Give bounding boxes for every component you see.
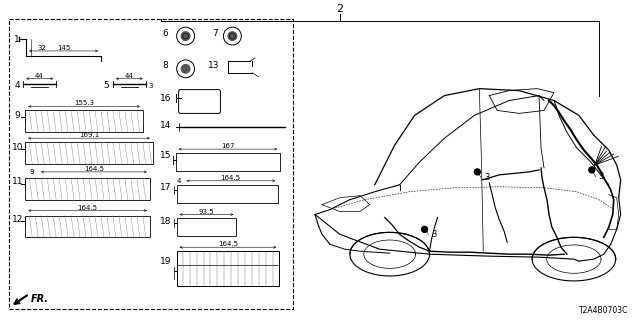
Text: 3: 3 bbox=[484, 173, 490, 182]
Text: 2: 2 bbox=[337, 4, 344, 14]
Text: 16: 16 bbox=[160, 94, 172, 103]
Text: 3: 3 bbox=[431, 230, 437, 239]
Text: 3: 3 bbox=[599, 172, 604, 181]
Text: 5: 5 bbox=[103, 81, 109, 90]
Text: 10: 10 bbox=[12, 143, 23, 152]
Text: 164.5: 164.5 bbox=[77, 204, 97, 211]
Text: 4: 4 bbox=[177, 178, 181, 184]
Text: 6: 6 bbox=[163, 28, 168, 38]
Text: 7: 7 bbox=[212, 28, 218, 38]
Text: 4: 4 bbox=[15, 81, 20, 90]
Bar bbox=[175, 153, 280, 171]
Text: 13: 13 bbox=[208, 61, 220, 70]
Text: 164.5: 164.5 bbox=[220, 175, 241, 181]
Circle shape bbox=[227, 31, 237, 41]
Text: 169.1: 169.1 bbox=[79, 132, 99, 138]
Text: 11: 11 bbox=[12, 177, 23, 186]
Bar bbox=[26, 215, 150, 237]
Text: 167: 167 bbox=[221, 143, 235, 149]
Text: 44: 44 bbox=[124, 73, 133, 79]
Circle shape bbox=[180, 31, 191, 41]
Text: 3: 3 bbox=[148, 83, 153, 89]
Text: 155.3: 155.3 bbox=[74, 100, 94, 107]
Circle shape bbox=[180, 64, 191, 74]
Bar bbox=[177, 219, 236, 236]
Text: 1: 1 bbox=[15, 35, 20, 44]
Text: 17: 17 bbox=[160, 183, 172, 192]
Text: 18: 18 bbox=[160, 217, 172, 226]
Text: 164.5: 164.5 bbox=[84, 166, 104, 172]
Bar bbox=[177, 251, 279, 286]
Text: 164.5: 164.5 bbox=[218, 241, 238, 247]
Text: 14: 14 bbox=[160, 121, 172, 130]
Text: FR.: FR. bbox=[31, 294, 49, 304]
Bar bbox=[10, 19, 293, 309]
Text: 19: 19 bbox=[160, 257, 172, 266]
Text: 8: 8 bbox=[163, 61, 168, 70]
Bar bbox=[26, 142, 153, 164]
Bar bbox=[26, 110, 143, 132]
Text: 93.5: 93.5 bbox=[198, 209, 214, 214]
Circle shape bbox=[474, 169, 480, 175]
Circle shape bbox=[422, 227, 428, 232]
Text: 9: 9 bbox=[15, 111, 20, 120]
Text: 12: 12 bbox=[12, 215, 23, 224]
Text: 15: 15 bbox=[160, 150, 172, 160]
Text: T2A4B0703C: T2A4B0703C bbox=[579, 306, 628, 315]
Bar bbox=[26, 178, 150, 200]
Text: 145: 145 bbox=[58, 45, 71, 51]
Bar bbox=[177, 185, 278, 203]
Circle shape bbox=[589, 167, 595, 173]
Text: 32: 32 bbox=[37, 45, 46, 51]
Text: 9: 9 bbox=[29, 169, 34, 175]
Text: 44: 44 bbox=[35, 73, 44, 79]
